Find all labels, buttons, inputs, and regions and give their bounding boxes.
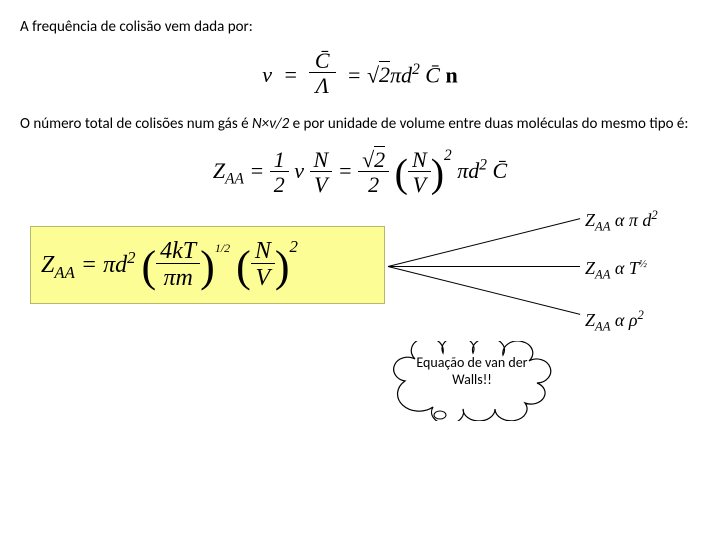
cloud-label: Equação de van der Walls!!: [407, 355, 537, 389]
equation-2-content: ZAA = 1 2 ν N V = √2 2 ( N V )2 πd2 C̄: [213, 158, 507, 183]
callout-cloud: Equação de van der Walls!!: [385, 341, 560, 421]
boxed-equation-region: ZAA = πd2 ( 4kT πm )1/2 ( N V )2 ZAA α π…: [20, 226, 700, 426]
equation-2: ZAA = 1 2 ν N V = √2 2 ( N V )2 πd2 C̄: [20, 147, 700, 198]
intro-text-2: O número total de colisões num gás é N×ν…: [20, 115, 700, 133]
para2-prefix: O número total de colisões num gás é: [20, 115, 252, 133]
para2-mid: N×ν/2: [252, 115, 289, 133]
connector-line-1: [388, 218, 580, 267]
proportionality-1: ZAA α π d2: [585, 208, 658, 235]
proportionality-2: ZAA α T½: [585, 258, 647, 283]
intro-text-1: A frequência de colisão vem dada por:: [20, 18, 700, 36]
proportionality-3: ZAA α ρ2: [585, 308, 644, 335]
highlight-box: ZAA = πd2 ( 4kT πm )1/2 ( N V )2: [30, 226, 385, 304]
equation-1-content: ν = C̄ Λ = √2πd2 C̄ n: [262, 60, 457, 85]
equation-3-content: ZAA = πd2 ( 4kT πm )1/2 ( N V )2: [41, 237, 298, 293]
equation-1: ν = C̄ Λ = √2πd2 C̄ n: [20, 50, 700, 99]
connector-line-2: [388, 266, 580, 267]
para2-suffix: e por unidade de volume entre duas moléc…: [289, 115, 688, 133]
connector-line-3: [388, 266, 580, 315]
